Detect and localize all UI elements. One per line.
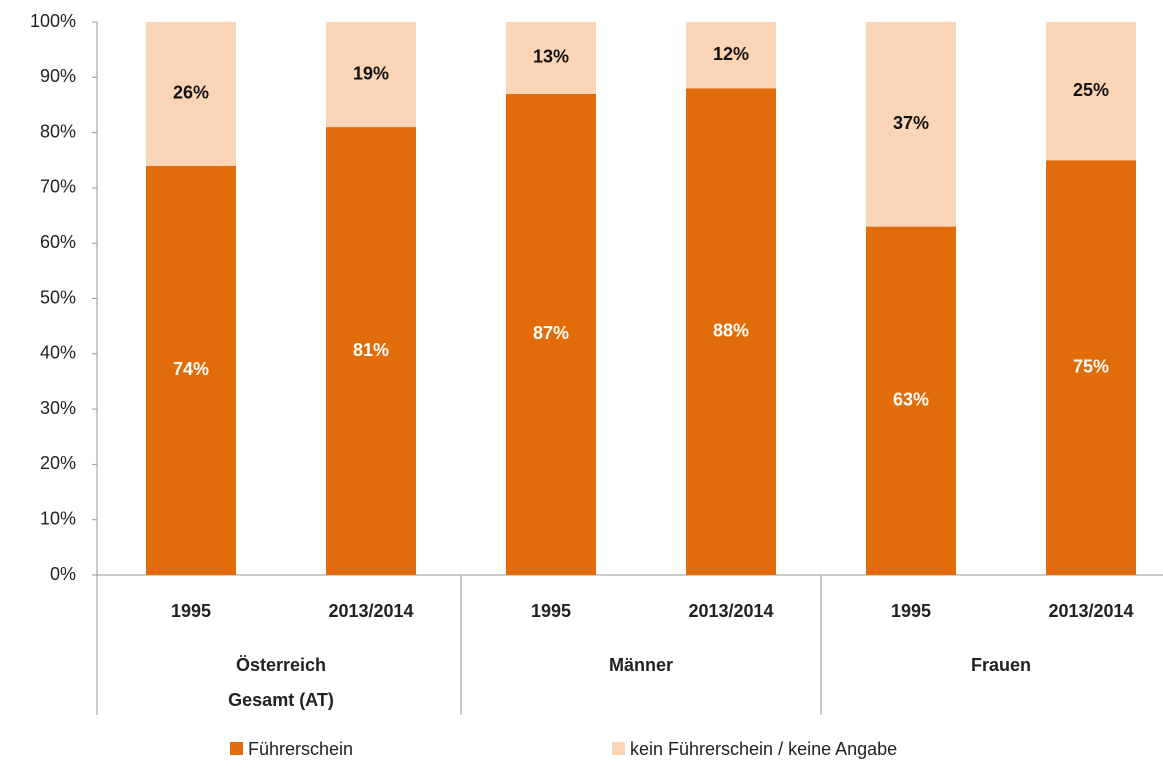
y-tick-label: 90% [40,66,76,86]
y-tick-label: 80% [40,121,76,141]
x-tick-label: 1995 [531,601,571,621]
y-tick-label: 100% [30,11,76,31]
bar-segment [506,22,596,94]
bar-segment [866,22,956,227]
group-label: Gesamt (AT) [228,690,334,710]
value-label: 19% [353,63,389,83]
bar-segment [866,226,956,576]
y-tick-label: 50% [40,287,76,307]
bar-segment [686,22,776,89]
group-label: Österreich [236,655,326,675]
value-label: 13% [533,47,569,67]
x-tick-label: 1995 [171,601,211,621]
value-label: 74% [173,359,209,379]
y-tick-label: 30% [40,398,76,418]
value-label: 37% [893,113,929,133]
value-label: 81% [353,340,389,360]
bar-segment [326,22,416,128]
group-label: Männer [609,655,673,675]
value-label: 12% [713,44,749,64]
bar-segment [326,127,416,575]
value-label: 75% [1073,356,1109,376]
x-tick-label: 2013/2014 [1048,601,1133,621]
y-tick-label: 40% [40,343,76,363]
value-label: 87% [533,323,569,343]
legend-label: Führerschein [248,739,353,759]
value-label: 25% [1073,80,1109,100]
value-label: 63% [893,390,929,410]
value-label: 26% [173,83,209,103]
bar-segment [1046,22,1136,161]
y-tick-label: 70% [40,177,76,197]
x-tick-label: 1995 [891,601,931,621]
x-tick-label: 2013/2014 [328,601,413,621]
y-tick-label: 60% [40,232,76,252]
value-label: 88% [713,320,749,340]
bar-segment [146,165,236,575]
legend-label: kein Führerschein / keine Angabe [630,739,897,759]
y-tick-label: 20% [40,453,76,473]
bar-segment [146,22,236,166]
legend-swatch [230,742,243,755]
legend-swatch [612,742,625,755]
y-tick-label: 10% [40,508,76,528]
bar-segment [506,93,596,575]
x-tick-label: 2013/2014 [688,601,773,621]
bar-segment [1046,160,1136,575]
group-label: Frauen [971,655,1031,675]
bar-segment [686,88,776,576]
y-tick-label: 0% [50,564,76,584]
